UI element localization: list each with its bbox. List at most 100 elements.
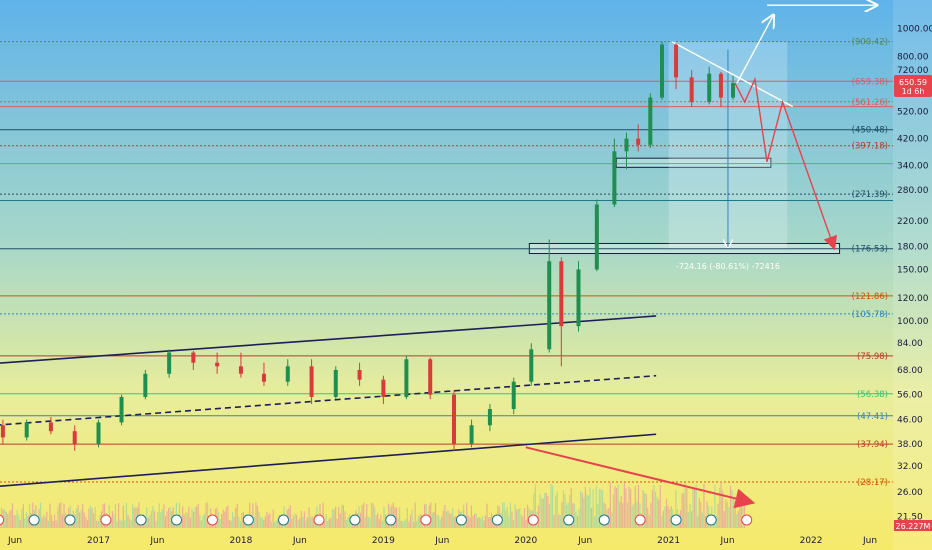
earnings-marker[interactable] [242,514,254,526]
candle-body[interactable] [559,261,564,327]
earnings-marker[interactable] [206,514,218,526]
earnings-marker[interactable] [455,514,467,526]
measure-label: -724.16 (-80.61%) -72416 [676,262,780,271]
earnings-marker[interactable] [527,514,539,526]
earnings-marker[interactable] [135,514,147,526]
volume-bar [185,512,187,528]
projection-path[interactable] [736,16,773,84]
trendline[interactable] [0,433,657,489]
candle-body[interactable] [333,369,338,397]
trendline[interactable] [671,41,794,108]
volume-bar [13,515,15,528]
candle-body[interactable] [24,422,29,438]
volume-bar [573,503,576,528]
earnings-marker[interactable] [420,514,432,526]
candle-body[interactable] [357,369,362,380]
candle-body[interactable] [119,396,124,423]
candle-body[interactable] [576,269,581,327]
candle-body[interactable] [215,362,220,367]
volume-bar [46,511,48,528]
volume-bar [146,507,148,528]
candle-body[interactable] [96,422,101,444]
volume-bar [255,502,257,528]
candle-body[interactable] [309,366,314,397]
volume-bar [261,517,263,528]
candle-body[interactable] [167,352,172,374]
candle-body[interactable] [648,97,653,145]
volume-bar [417,516,419,528]
candle-body[interactable] [428,359,433,395]
candle-body[interactable] [636,138,641,145]
volume-bar [544,492,546,528]
candle-body[interactable] [689,77,694,103]
volume-bar [366,503,368,528]
earnings-marker[interactable] [670,514,682,526]
candle-body[interactable] [143,373,148,397]
price-level-label: (900.42) [852,38,888,48]
y-tick-label: 68.00 [897,366,923,376]
y-tick-label: 720.00 [897,66,929,76]
earnings-marker[interactable] [0,514,5,526]
earnings-marker[interactable] [349,514,361,526]
volume-bar [491,513,493,528]
candle-body[interactable] [261,373,266,382]
volume-bar [200,520,202,528]
last-price-tag [894,74,932,97]
candle-body[interactable] [624,138,629,152]
earnings-marker[interactable] [171,514,183,526]
trendline[interactable] [0,315,657,366]
candle-body[interactable] [452,394,457,444]
volume-bar [620,496,622,528]
candle-body[interactable] [238,366,243,374]
y-tick-label: 38.00 [897,440,923,450]
earnings-marker[interactable] [598,514,610,526]
candle-body[interactable] [469,425,474,444]
candle-body[interactable] [674,44,679,78]
earnings-marker[interactable] [313,514,325,526]
candle-body[interactable] [404,359,409,397]
volume-bar [4,509,6,528]
candle-body[interactable] [487,409,492,426]
candle-body[interactable] [612,151,617,205]
candle-body[interactable] [285,366,290,382]
candle-body[interactable] [718,73,723,98]
candle-body[interactable] [48,422,53,432]
x-tick-label: 2020 [514,536,537,546]
volume-bar [269,513,271,528]
earnings-marker[interactable] [277,514,289,526]
earnings-marker[interactable] [634,514,646,526]
earnings-marker[interactable] [705,514,717,526]
earnings-marker[interactable] [385,514,397,526]
candle-body[interactable] [529,349,534,382]
volume-bar [661,515,663,528]
earnings-marker[interactable] [28,514,40,526]
candle-body[interactable] [660,44,665,98]
volume-bar [686,486,688,528]
candle-body[interactable] [0,425,5,438]
volume-bar [601,490,604,528]
trendline[interactable] [0,374,657,429]
earnings-marker[interactable] [100,514,112,526]
volume-bar [587,495,590,528]
volume-bar [308,507,310,528]
volume-bar [18,515,20,528]
volume-bar [537,505,540,528]
trend-arrow[interactable] [525,446,756,509]
earnings-marker[interactable] [491,514,503,526]
earnings-marker[interactable] [563,514,575,526]
earnings-marker[interactable] [64,514,76,526]
candle-body[interactable] [381,379,386,397]
volume-bar [455,516,457,528]
candle-body[interactable] [511,381,516,410]
volume-bar [433,511,435,528]
candle-body[interactable] [731,83,736,98]
candle-body[interactable] [707,73,712,103]
candle-body[interactable] [191,352,196,363]
earnings-marker[interactable] [741,514,753,526]
projection-path[interactable] [734,76,837,251]
candle-body[interactable] [594,204,599,270]
candle-body[interactable] [547,261,552,350]
candle-body[interactable] [72,431,77,444]
volume-bar [280,521,282,528]
